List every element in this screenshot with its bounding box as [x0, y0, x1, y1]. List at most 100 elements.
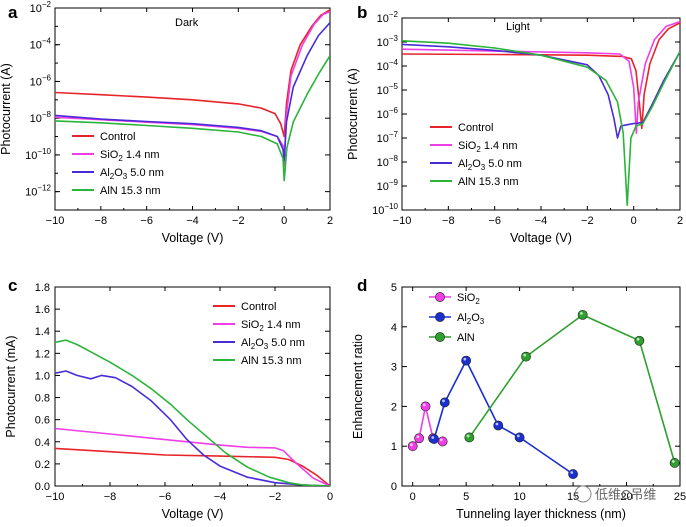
legend-label: SiO2 1.4 nm [241, 319, 300, 333]
panel-b: b −10 −8 −6 −4 −2 0 2 10−10 10−9 10−8 10−7 10−6 10−5 1… [346, 3, 683, 245]
legend-swatch-marker [435, 292, 445, 302]
y-tick-label: 2 [391, 401, 397, 413]
x-tick-label: 0 [327, 491, 333, 503]
data-point [521, 351, 531, 362]
y-tick-label: 10−3 [377, 34, 399, 49]
y-tick-label: 0 [391, 481, 397, 493]
series-line-2 [402, 43, 680, 139]
y-tick-label: 10−12 [25, 184, 51, 199]
y-tick-label: 10−8 [377, 154, 399, 169]
y-tick-label: 10−8 [30, 110, 52, 125]
y-tick-label: 10−10 [25, 147, 51, 162]
y-tick-label: 0.2 [35, 459, 50, 471]
legend-label: AlN 15.3 nm [241, 355, 302, 367]
data-point [439, 397, 450, 408]
y-axis-label: Photocurrent (A) [0, 63, 13, 155]
series-line-2 [55, 22, 330, 162]
y-tick-label: 0.6 [35, 415, 50, 427]
legend-label: AlN 15.3 nm [100, 185, 161, 197]
x-tick-label: −6 [140, 215, 153, 227]
condition-annotation: Dark [175, 17, 199, 29]
data-point [407, 441, 418, 452]
y-axis-label: Photocurrent (A) [346, 68, 360, 160]
y-tick-label: 10−9 [377, 178, 399, 193]
y-tick-label: 10−5 [377, 82, 399, 97]
x-axis-label: Voltage (V) [162, 507, 224, 521]
legend-label: Al2O3 5.0 nm [100, 167, 164, 181]
x-tick-label: −10 [46, 215, 65, 227]
data-point [634, 335, 645, 346]
panel-letter: a [8, 3, 18, 22]
data-point-highlight [516, 434, 520, 438]
watermark-text: 低维C吊维 [595, 487, 656, 502]
y-axis-label: Enhancement ratio [351, 334, 365, 439]
data-point-highlight [570, 471, 574, 474]
data-point-highlight [636, 337, 640, 341]
data-point [464, 432, 475, 443]
legend-label: Control [241, 301, 276, 313]
data-point [577, 309, 588, 320]
x-tick-label: −2 [269, 491, 282, 503]
x-tick-label: 2 [327, 215, 333, 227]
y-tick-label: 3 [391, 362, 397, 374]
legend-label: AlN [457, 332, 475, 344]
legend-label: Al2O3 5.0 nm [458, 158, 522, 172]
y-tick-label: 0.0 [35, 481, 50, 493]
y-tick-label: 1 [391, 441, 397, 453]
legend-label: AlN 15.3 nm [458, 176, 519, 188]
legend-label: SiO2 1.4 nm [100, 149, 159, 163]
y-tick-label: 10−4 [30, 37, 52, 52]
data-point-highlight [416, 435, 420, 439]
series-line-1 [433, 359, 574, 475]
y-tick-label: 1.2 [35, 348, 50, 360]
legend-label: Control [100, 131, 135, 143]
x-tick-label: −2 [581, 215, 594, 227]
data-point-highlight [580, 311, 583, 315]
series-line-0 [55, 447, 330, 486]
y-tick-label: 10−10 [372, 202, 398, 217]
plot-frame [401, 286, 681, 487]
x-tick-label: −10 [46, 491, 65, 503]
series-line-0 [402, 22, 680, 130]
data-point [669, 458, 680, 468]
series-line-3 [402, 40, 680, 206]
y-axis-label: Photocurrent (mA) [4, 335, 18, 437]
x-tick-label: −8 [95, 215, 108, 227]
series-line-1 [55, 427, 330, 486]
data-point-highlight [463, 357, 467, 361]
x-tick-label: 20 [620, 491, 632, 503]
panel-letter: c [8, 276, 17, 295]
y-tick-label: 10−7 [377, 130, 399, 145]
y-tick-label: 10−2 [377, 10, 399, 25]
panel-letter: b [357, 3, 367, 22]
series-line-3 [55, 55, 330, 182]
x-tick-label: 2 [677, 215, 683, 227]
data-point-highlight [422, 403, 426, 407]
x-tick-label: −4 [186, 215, 199, 227]
panel-a: a −10 −8 −6 −4 −2 0 2 10−12 10−10 10−8 10−6 10−4 10−2… [0, 0, 333, 245]
x-tick-label: −6 [488, 215, 501, 227]
panel-c: c −10 −8 −6 −4 −2 0 0.0 0.2 0.4 0.6 0.8 1.0 1.2 1.4 1.6… [4, 276, 333, 521]
x-tick-label: 5 [463, 491, 469, 503]
x-tick-label: −10 [393, 215, 412, 227]
y-tick-label: 1.4 [35, 326, 50, 338]
data-point [568, 469, 578, 479]
x-tick-label: −2 [232, 215, 245, 227]
y-tick-label: 10−6 [377, 106, 399, 121]
panel-d: d 0 5 10 15 20 25 0 1 2 3 4 5 Tunneling layer thickne… [351, 276, 686, 521]
x-tick-label: −8 [104, 491, 117, 503]
panel-letter: d [357, 276, 367, 295]
x-tick-label: −6 [159, 491, 172, 503]
watermark-icon [574, 485, 592, 503]
data-point [420, 401, 431, 412]
y-tick-label: 1.0 [35, 370, 50, 382]
y-tick-label: 1.6 [35, 304, 50, 316]
x-tick-label: −8 [442, 215, 455, 227]
legend-label: SiO2 [457, 292, 480, 306]
data-point [493, 420, 504, 431]
y-tick-label: 10−2 [30, 0, 52, 15]
x-tick-label: 10 [513, 491, 525, 503]
data-point-highlight [466, 434, 470, 438]
series-line-0 [55, 9, 330, 138]
legend-label: Al2O3 [457, 312, 485, 326]
